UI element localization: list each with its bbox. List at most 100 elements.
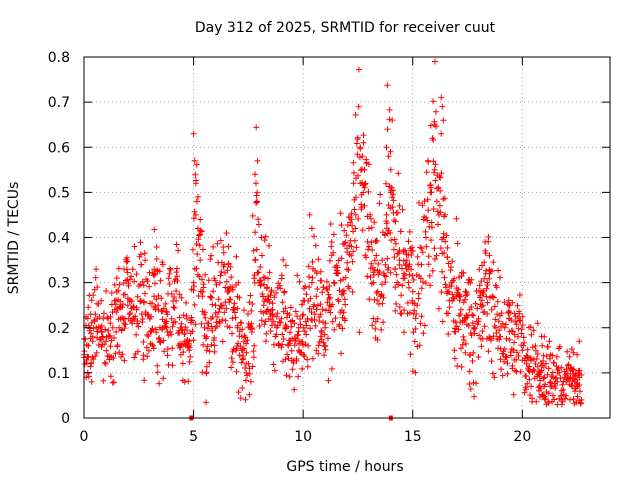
data-point	[396, 202, 403, 209]
data-point	[287, 304, 294, 311]
data-point	[303, 331, 310, 338]
data-point	[509, 362, 516, 369]
data-point	[171, 304, 178, 311]
data-point	[157, 339, 164, 345]
data-point	[384, 255, 391, 262]
data-point	[319, 289, 326, 296]
data-point	[549, 352, 556, 359]
data-point	[368, 260, 375, 267]
data-point	[301, 328, 308, 335]
data-point	[98, 329, 105, 336]
data-point	[557, 375, 564, 381]
data-point	[451, 275, 458, 282]
data-point	[187, 353, 194, 360]
data-point	[363, 254, 370, 261]
data-point	[360, 139, 367, 146]
data-point	[295, 373, 302, 380]
data-point	[361, 181, 368, 188]
data-point	[414, 253, 421, 260]
data-point	[392, 266, 399, 273]
data-point	[412, 325, 419, 332]
data-point	[134, 293, 141, 300]
data-point	[473, 380, 479, 387]
data-point	[220, 244, 227, 250]
data-point	[570, 349, 577, 356]
data-point	[261, 237, 268, 244]
data-point	[218, 268, 225, 275]
data-point	[111, 335, 117, 341]
data-point	[266, 299, 273, 306]
data-point	[406, 309, 413, 316]
data-point	[412, 369, 419, 376]
data-point	[300, 351, 307, 358]
data-point	[249, 301, 256, 307]
data-point	[239, 385, 246, 391]
data-point	[442, 211, 449, 218]
data-point	[313, 347, 320, 354]
data-point	[351, 169, 357, 176]
data-point	[483, 285, 490, 292]
data-point	[385, 202, 392, 209]
data-point	[440, 234, 447, 241]
data-point	[278, 344, 285, 351]
data-point	[203, 363, 210, 370]
data-point	[355, 66, 362, 73]
data-point	[200, 246, 206, 253]
data-point	[100, 377, 107, 384]
data-point	[223, 230, 230, 236]
data-point	[178, 320, 185, 327]
data-point	[409, 244, 415, 251]
data-point	[492, 316, 499, 323]
data-point	[191, 215, 197, 222]
data-point	[162, 300, 169, 307]
data-point	[169, 362, 176, 369]
data-point	[503, 354, 510, 361]
data-point	[468, 276, 475, 283]
data-point	[245, 311, 251, 317]
data-point	[229, 286, 236, 293]
data-point	[240, 355, 247, 362]
data-point	[262, 338, 269, 345]
data-point	[270, 318, 277, 325]
x-tick-label: 20	[513, 429, 531, 445]
data-point	[247, 378, 254, 385]
data-point	[441, 195, 448, 202]
data-point	[541, 374, 548, 381]
data-point	[143, 344, 150, 351]
data-point	[297, 321, 304, 328]
data-point	[332, 315, 339, 322]
data-point	[217, 237, 224, 244]
data-point	[432, 161, 439, 168]
data-point	[111, 306, 118, 313]
data-point	[312, 242, 319, 249]
data-point	[315, 342, 322, 349]
data-point	[577, 388, 583, 395]
data-point	[497, 356, 504, 363]
data-point	[212, 302, 219, 309]
data-point	[196, 273, 203, 280]
data-point	[122, 321, 129, 328]
data-point	[238, 347, 245, 354]
data-point	[98, 323, 105, 329]
data-point	[335, 298, 342, 305]
data-point	[288, 323, 295, 330]
data-point	[348, 210, 355, 217]
data-point	[456, 297, 463, 304]
data-point	[369, 247, 376, 253]
data-point	[268, 307, 275, 314]
data-point	[392, 284, 399, 291]
data-point	[169, 345, 176, 352]
data-point	[109, 379, 116, 386]
data-point	[399, 282, 406, 289]
data-point	[326, 302, 333, 309]
data-point	[166, 265, 173, 272]
data-point	[482, 250, 489, 257]
data-point	[262, 318, 269, 325]
data-point	[151, 293, 158, 300]
data-point	[401, 329, 407, 336]
data-point	[260, 302, 267, 309]
data-point	[306, 305, 313, 312]
data-point	[273, 331, 280, 338]
data-point	[173, 288, 180, 294]
data-point	[576, 338, 583, 345]
